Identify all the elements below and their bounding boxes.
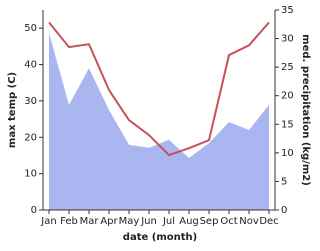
x-tick-label: Dec [259, 216, 278, 227]
y2-tick-label: 0 [281, 205, 287, 216]
y2-tick-label: 35 [281, 5, 294, 16]
y-tick-label: 30 [24, 96, 37, 107]
x-tick-label: Apr [100, 216, 118, 227]
y-tick-label: 0 [31, 205, 37, 216]
y-tick-label: 20 [24, 132, 37, 143]
y-tick-label: 10 [24, 169, 37, 180]
y2-tick-label: 20 [281, 91, 294, 102]
y2-tick-label: 10 [281, 148, 294, 159]
y2-tick-label: 30 [281, 34, 294, 45]
x-tick-label: Feb [60, 216, 78, 227]
x-tick-label: Oct [220, 216, 237, 227]
y2-tick-label: 5 [281, 176, 287, 187]
x-tick-label: Jan [40, 216, 56, 227]
chart: date (month) max temp (C) med. precipita… [7, 5, 311, 243]
x-tick-label: May [119, 216, 140, 227]
y-axis-label: max temp (C) [7, 72, 18, 148]
y2-tick-label: 15 [281, 119, 294, 130]
x-tick-label: Nov [239, 216, 259, 227]
temp-line [48, 21, 270, 157]
precipitation-area [49, 32, 269, 210]
x-tick-label: Mar [80, 216, 100, 227]
y-tick-label: 50 [24, 23, 37, 34]
x-axis-label: date (month) [123, 232, 197, 243]
x-tick-label: Sep [200, 216, 219, 227]
x-tick-label: Jun [140, 216, 157, 227]
y-tick-label: 40 [24, 60, 37, 71]
y2-axis-label: med. precipitation (kg/m2) [300, 34, 311, 186]
x-tick-label: Jul [162, 216, 175, 227]
x-tick-label: Aug [179, 216, 199, 227]
y2-tick-label: 25 [281, 62, 294, 73]
